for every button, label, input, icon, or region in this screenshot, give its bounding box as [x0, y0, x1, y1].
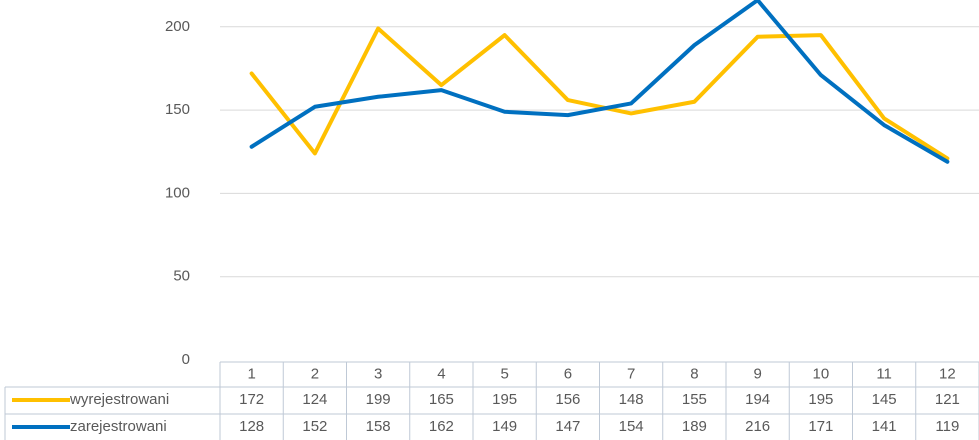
x-tick-label: 12: [939, 365, 956, 382]
x-tick-label: 10: [813, 365, 830, 382]
x-tick-label: 6: [564, 365, 572, 382]
table-value: 128: [239, 418, 264, 435]
table-value: 154: [619, 418, 644, 435]
table-value: 124: [302, 391, 327, 408]
y-tick-label: 100: [165, 184, 190, 201]
series-line: [249, 0, 950, 164]
x-tick-label: 4: [437, 365, 445, 382]
table-value: 195: [808, 391, 833, 408]
y-tick-label: 0: [182, 351, 190, 368]
series-line: [249, 26, 950, 161]
legend-label: wyrejestrowani: [69, 391, 169, 408]
table-value: 216: [745, 418, 770, 435]
table-value: 199: [366, 391, 391, 408]
x-tick-label: 5: [500, 365, 508, 382]
y-tick-label: 150: [165, 101, 190, 118]
x-tick-label: 11: [876, 365, 892, 382]
table-value: 148: [619, 391, 644, 408]
table-value: 147: [555, 418, 580, 435]
x-tick-label: 8: [690, 365, 698, 382]
y-tick-label: 200: [165, 18, 190, 35]
x-tick-label: 1: [247, 365, 255, 382]
table-value: 165: [429, 391, 454, 408]
legend-label: zarejestrowani: [70, 418, 167, 435]
x-tick-label: 9: [753, 365, 761, 382]
table-value: 172: [239, 391, 264, 408]
table-value: 171: [808, 418, 833, 435]
table-value: 156: [555, 391, 580, 408]
table-value: 145: [872, 391, 897, 408]
table-value: 121: [935, 391, 960, 408]
table-value: 152: [302, 418, 327, 435]
table-value: 119: [935, 418, 959, 435]
table-value: 189: [682, 418, 707, 435]
table-value: 162: [429, 418, 454, 435]
x-tick-label: 2: [311, 365, 319, 382]
table-value: 158: [366, 418, 391, 435]
table-value: 195: [492, 391, 517, 408]
table-value: 194: [745, 391, 770, 408]
table-value: 141: [872, 418, 897, 435]
y-tick-label: 50: [173, 268, 190, 285]
table-value: 155: [682, 391, 707, 408]
x-tick-label: 7: [627, 365, 635, 382]
x-tick-label: 3: [374, 365, 382, 382]
table-value: 149: [492, 418, 517, 435]
